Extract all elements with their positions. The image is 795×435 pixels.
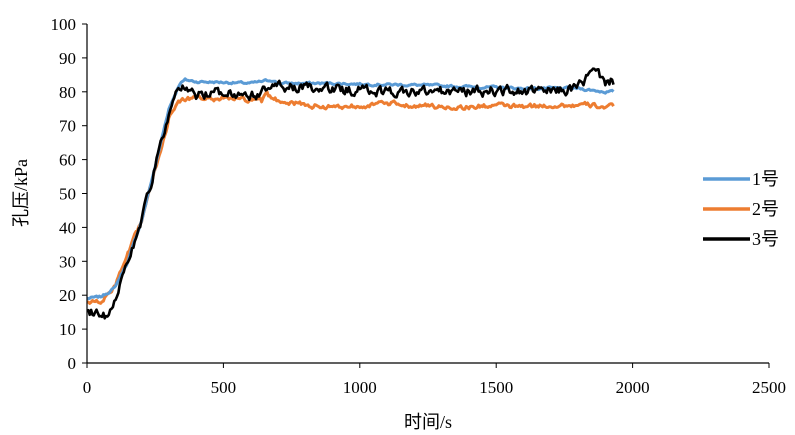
x-tick-label: 1500 [479, 378, 513, 397]
x-tick-label: 0 [83, 378, 92, 397]
series-line-2 [86, 90, 615, 305]
x-tick-label: 500 [211, 378, 237, 397]
legend: 1号 2号 3号 [703, 169, 779, 249]
series-line-1 [86, 77, 615, 301]
y-tick-label: 70 [59, 117, 76, 136]
y-tick-label: 0 [68, 354, 77, 373]
legend-label-2: 2号 [752, 199, 779, 219]
y-tick-label: 60 [59, 151, 76, 170]
y-tick-label: 100 [51, 15, 77, 34]
y-axis-title: 孔压/kPa [11, 159, 31, 227]
legend-label-1: 1号 [752, 169, 779, 189]
series-line-3 [86, 67, 615, 320]
x-tick-label: 2500 [752, 378, 786, 397]
x-tick-label: 1000 [343, 378, 377, 397]
series-layer [86, 67, 615, 320]
y-tick-label: 10 [59, 320, 76, 339]
legend-label-3: 3号 [752, 229, 779, 249]
y-tick-label: 20 [59, 286, 76, 305]
ticks-layer: 0 500 1000 1500 2000 2500 0 10 20 30 40 50 60 70 80 90 1… [51, 15, 787, 397]
y-tick-label: 80 [59, 83, 76, 102]
x-axis-title: 时间/s [404, 412, 452, 432]
y-tick-label: 90 [59, 49, 76, 68]
axes-layer [86, 24, 769, 364]
y-tick-label: 50 [59, 185, 76, 204]
y-tick-label: 40 [59, 218, 76, 237]
x-tick-label: 2000 [616, 378, 650, 397]
y-tick-label: 30 [59, 252, 76, 271]
